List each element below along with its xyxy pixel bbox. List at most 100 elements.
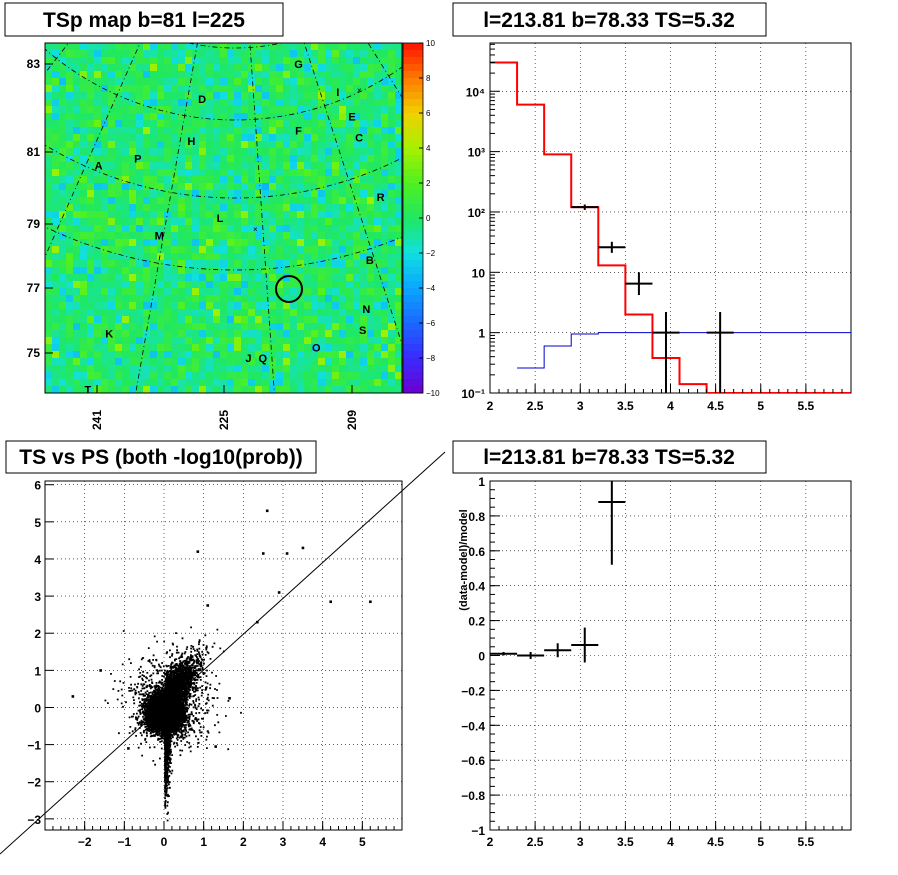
map-pixel	[290, 197, 297, 204]
map-pixel	[80, 190, 87, 197]
map-pixel	[171, 204, 178, 211]
residuals-x-tick-label: 5.5	[798, 835, 815, 849]
map-pixel	[87, 386, 94, 393]
map-pixel	[332, 127, 339, 134]
map-pixel	[185, 176, 192, 183]
map-pixel	[129, 162, 136, 169]
map-pixel	[290, 225, 297, 232]
map-pixel	[157, 288, 164, 295]
map-pixel	[129, 71, 136, 78]
map-pixel	[332, 288, 339, 295]
map-pixel	[129, 316, 136, 323]
map-pixel	[122, 281, 129, 288]
map-pixel	[185, 71, 192, 78]
map-pixel	[115, 218, 122, 225]
map-pixel	[94, 365, 101, 372]
map-pixel	[108, 274, 115, 281]
map-pixel	[346, 211, 353, 218]
map-pixel	[325, 372, 332, 379]
map-pixel	[339, 211, 346, 218]
residuals-y-tick-label: −0.8	[461, 789, 485, 803]
map-pixel	[381, 379, 388, 386]
map-pixel	[395, 218, 402, 225]
map-pixel	[59, 141, 66, 148]
map-pixel	[325, 386, 332, 393]
map-pixel	[129, 134, 136, 141]
map-pixel	[101, 127, 108, 134]
map-pixel	[388, 211, 395, 218]
map-pixel	[325, 197, 332, 204]
map-pixel	[248, 316, 255, 323]
map-pixel	[108, 190, 115, 197]
map-pixel	[73, 337, 80, 344]
map-pixel	[234, 316, 241, 323]
map-pixel	[248, 351, 255, 358]
map-pixel	[45, 253, 52, 260]
spectrum-blue-model-line	[517, 332, 851, 369]
map-pixel	[178, 232, 185, 239]
map-pixel	[101, 64, 108, 71]
map-pixel	[360, 267, 367, 274]
map-pixel	[255, 225, 262, 232]
map-pixel	[87, 99, 94, 106]
map-pixel	[80, 372, 87, 379]
map-pixel	[283, 78, 290, 85]
map-pixel	[381, 246, 388, 253]
map-pixel	[276, 50, 283, 57]
map-pixel	[80, 99, 87, 106]
map-pixel	[185, 323, 192, 330]
map-pixel	[332, 169, 339, 176]
map-pixel	[136, 99, 143, 106]
map-pixel	[136, 197, 143, 204]
map-pixel	[339, 302, 346, 309]
map-pixel	[157, 190, 164, 197]
map-pixel	[150, 148, 157, 155]
residuals-title: l=213.81 b=78.33 TS=5.32	[483, 446, 735, 469]
map-pixel	[115, 344, 122, 351]
map-pixel	[311, 113, 318, 120]
colorbar-tick-label: −6	[426, 319, 436, 328]
map-pixel	[115, 120, 122, 127]
map-pixel	[367, 365, 374, 372]
map-pixel	[73, 190, 80, 197]
map-pixel	[290, 337, 297, 344]
map-pixel	[353, 127, 360, 134]
scatter-point-cloud	[104, 626, 242, 822]
map-pixel	[122, 113, 129, 120]
map-pixel	[353, 183, 360, 190]
map-pixel	[353, 225, 360, 232]
map-pixel	[164, 351, 171, 358]
map-pixel	[367, 99, 374, 106]
map-pixel	[108, 351, 115, 358]
map-pixel	[101, 295, 108, 302]
map-pixel	[241, 99, 248, 106]
map-pixel	[129, 302, 136, 309]
map-pixel	[311, 190, 318, 197]
map-pixel	[262, 365, 269, 372]
map-pixel	[73, 246, 80, 253]
map-pixel	[87, 92, 94, 99]
map-pixel	[94, 99, 101, 106]
map-pixel	[311, 253, 318, 260]
map-pixel	[332, 309, 339, 316]
map-pixel	[178, 57, 185, 64]
map-pixel	[129, 92, 136, 99]
map-pixel	[122, 85, 129, 92]
map-pixel	[150, 302, 157, 309]
map-pixel	[374, 225, 381, 232]
map-pixel	[143, 302, 150, 309]
map-pixel	[234, 148, 241, 155]
map-pixel	[178, 120, 185, 127]
residuals-x-tick-label: 2.5	[527, 835, 544, 849]
map-pixel	[206, 106, 213, 113]
map-pixel	[360, 211, 367, 218]
map-pixel	[52, 71, 59, 78]
map-pixel	[283, 218, 290, 225]
map-pixel	[73, 162, 80, 169]
map-pixel	[115, 162, 122, 169]
map-pixel	[297, 57, 304, 64]
map-pixel	[353, 365, 360, 372]
spectrum-x-tick-label: 4	[667, 399, 674, 413]
map-pixel	[318, 309, 325, 316]
map-pixel	[374, 71, 381, 78]
